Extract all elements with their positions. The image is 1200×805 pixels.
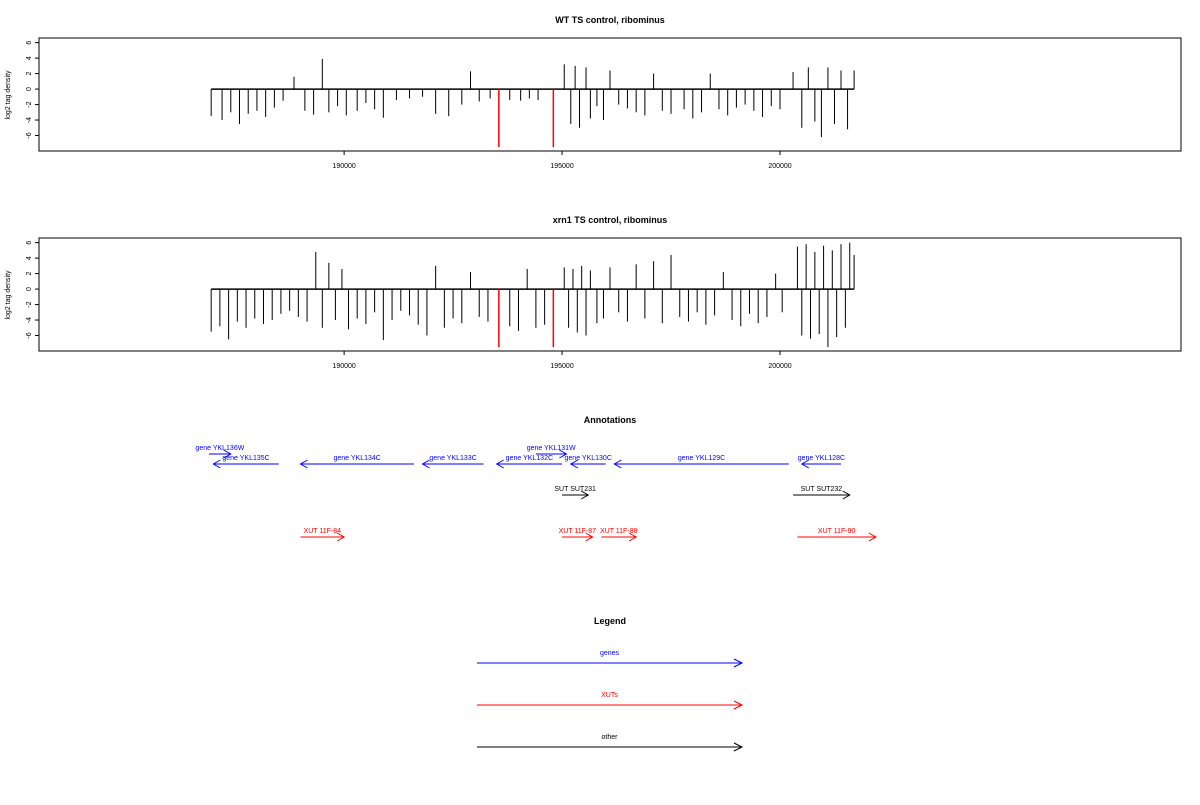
x-tick-label: 190000: [332, 363, 355, 370]
arrowhead-right: [580, 490, 590, 500]
feature-label: gene YKL133C: [429, 455, 476, 462]
legend-title: Legend: [594, 616, 626, 626]
y-tick-label: 4: [26, 56, 33, 60]
legend-item-other: other: [477, 734, 744, 752]
panel-title: xrn1 TS control, ribominus: [553, 215, 668, 225]
arrowhead-right: [733, 742, 744, 752]
feature-label: gene YKL130C: [565, 455, 612, 462]
y-tick-label: 2: [26, 72, 33, 76]
x-tick-label: 195000: [550, 363, 573, 370]
feature-label: gene YKL128C: [798, 455, 845, 462]
feature-xuts: XUT 11F-90: [797, 528, 877, 542]
y-tick-label: 0: [26, 87, 33, 91]
feature-label: XUT 11F-90: [818, 528, 856, 535]
feature-genes: gene YKL128C: [798, 455, 845, 469]
arrowhead-right: [733, 700, 744, 710]
feature-label: gene YKL136W: [195, 445, 244, 452]
y-tick-label: -2: [26, 301, 33, 307]
plot-frame: [38, 37, 1182, 152]
feature-label: SUT SUT232: [801, 486, 843, 493]
arrowhead-left: [299, 459, 308, 469]
feature-label: SUT SUT231: [554, 486, 596, 493]
legend-label: other: [602, 734, 619, 741]
legend-item-genes: genes: [477, 650, 744, 668]
feature-label: gene YKL135C: [222, 455, 269, 462]
panel-title: WT TS control, ribominus: [555, 15, 665, 25]
feature-label: XUT 11F-88: [600, 528, 638, 535]
density-bars: [210, 58, 855, 148]
y-axis-label: log2 tag density: [5, 270, 12, 320]
legend-item-xuts: XUTs: [477, 692, 744, 710]
y-tick-label: 6: [26, 41, 33, 45]
y-tick-label: -6: [26, 332, 33, 338]
feature-xuts: XUT 11F-88: [600, 528, 638, 542]
arrowhead-left: [613, 459, 622, 469]
arrowhead-right: [733, 658, 744, 668]
legend-items: genes XUTs other: [477, 650, 744, 752]
y-tick-label: -2: [26, 101, 33, 107]
feature-genes: gene YKL136W: [195, 445, 245, 459]
feature-xuts: XUT 11F-87: [559, 528, 597, 542]
feature-other: SUT SUT231: [554, 486, 596, 500]
arrowhead-left: [495, 459, 504, 469]
y-tick-label: 6: [26, 241, 33, 245]
arrowhead-left: [212, 459, 221, 469]
arrowhead-right: [336, 532, 346, 542]
legend-label: XUTs: [601, 692, 618, 699]
feature-genes: gene YKL129C: [613, 455, 789, 469]
arrowhead-right: [585, 532, 594, 542]
feature-genes: gene YKL134C: [299, 455, 414, 469]
y-axis-ticks: 6 4 2 0 -2 -4 -6: [26, 41, 39, 139]
plot-frame: [38, 237, 1182, 352]
arrowhead-right: [842, 490, 851, 500]
y-tick-label: -6: [26, 132, 33, 138]
arrowhead-left: [421, 459, 430, 469]
feature-label: gene YKL131W: [527, 445, 576, 452]
arrowhead-right: [223, 449, 232, 459]
feature-list: gene YKL136W gene YKL135C gene YKL134C gene…: [195, 445, 877, 542]
x-tick-label: 195000: [550, 163, 573, 170]
annotations-title: Annotations: [584, 415, 637, 425]
legend: Legend genes XUTs other: [477, 616, 744, 752]
feature-label: gene YKL132C: [506, 455, 553, 462]
feature-genes: gene YKL130C: [565, 455, 612, 469]
y-tick-label: -4: [26, 117, 33, 123]
x-tick-label: 190000: [332, 163, 355, 170]
feature-genes: gene YKL132C: [495, 455, 563, 469]
x-axis-ticks: 190000 195000 200000: [332, 151, 792, 170]
feature-genes: gene YKL131W: [527, 445, 576, 459]
feature-label: gene YKL134C: [334, 455, 381, 462]
xrn1-density-panel: xrn1 TS control, ribominus log2 tag dens…: [5, 215, 1182, 370]
arrowhead-left: [800, 459, 810, 469]
wt-density-panel: WT TS control, ribominus log2 tag densit…: [5, 15, 1182, 170]
feature-genes: gene YKL135C: [212, 455, 279, 469]
y-axis-ticks: 6 4 2 0 -2 -4 -6: [26, 241, 39, 339]
feature-genes: gene YKL133C: [421, 455, 484, 469]
x-tick-label: 200000: [768, 163, 791, 170]
arrowhead-right: [628, 532, 638, 542]
feature-label: gene YKL129C: [678, 455, 725, 462]
feature-label: XUT 11F-87: [559, 528, 597, 535]
feature-other: SUT SUT232: [793, 486, 851, 500]
y-tick-label: 4: [26, 256, 33, 260]
y-tick-label: 2: [26, 272, 33, 276]
arrowhead-right: [559, 449, 568, 459]
arrowhead-right: [868, 532, 877, 542]
x-tick-label: 200000: [768, 363, 791, 370]
y-tick-label: -4: [26, 317, 33, 323]
arrowhead-left: [569, 459, 579, 469]
feature-xuts: XUT 11F-84: [300, 528, 346, 542]
legend-label: genes: [600, 650, 620, 657]
x-axis-ticks: 190000 195000 200000: [332, 351, 792, 370]
y-axis-label: log2 tag density: [5, 70, 12, 120]
y-tick-label: 0: [26, 287, 33, 291]
density-bars: [210, 242, 855, 348]
feature-label: XUT 11F-84: [304, 528, 342, 535]
